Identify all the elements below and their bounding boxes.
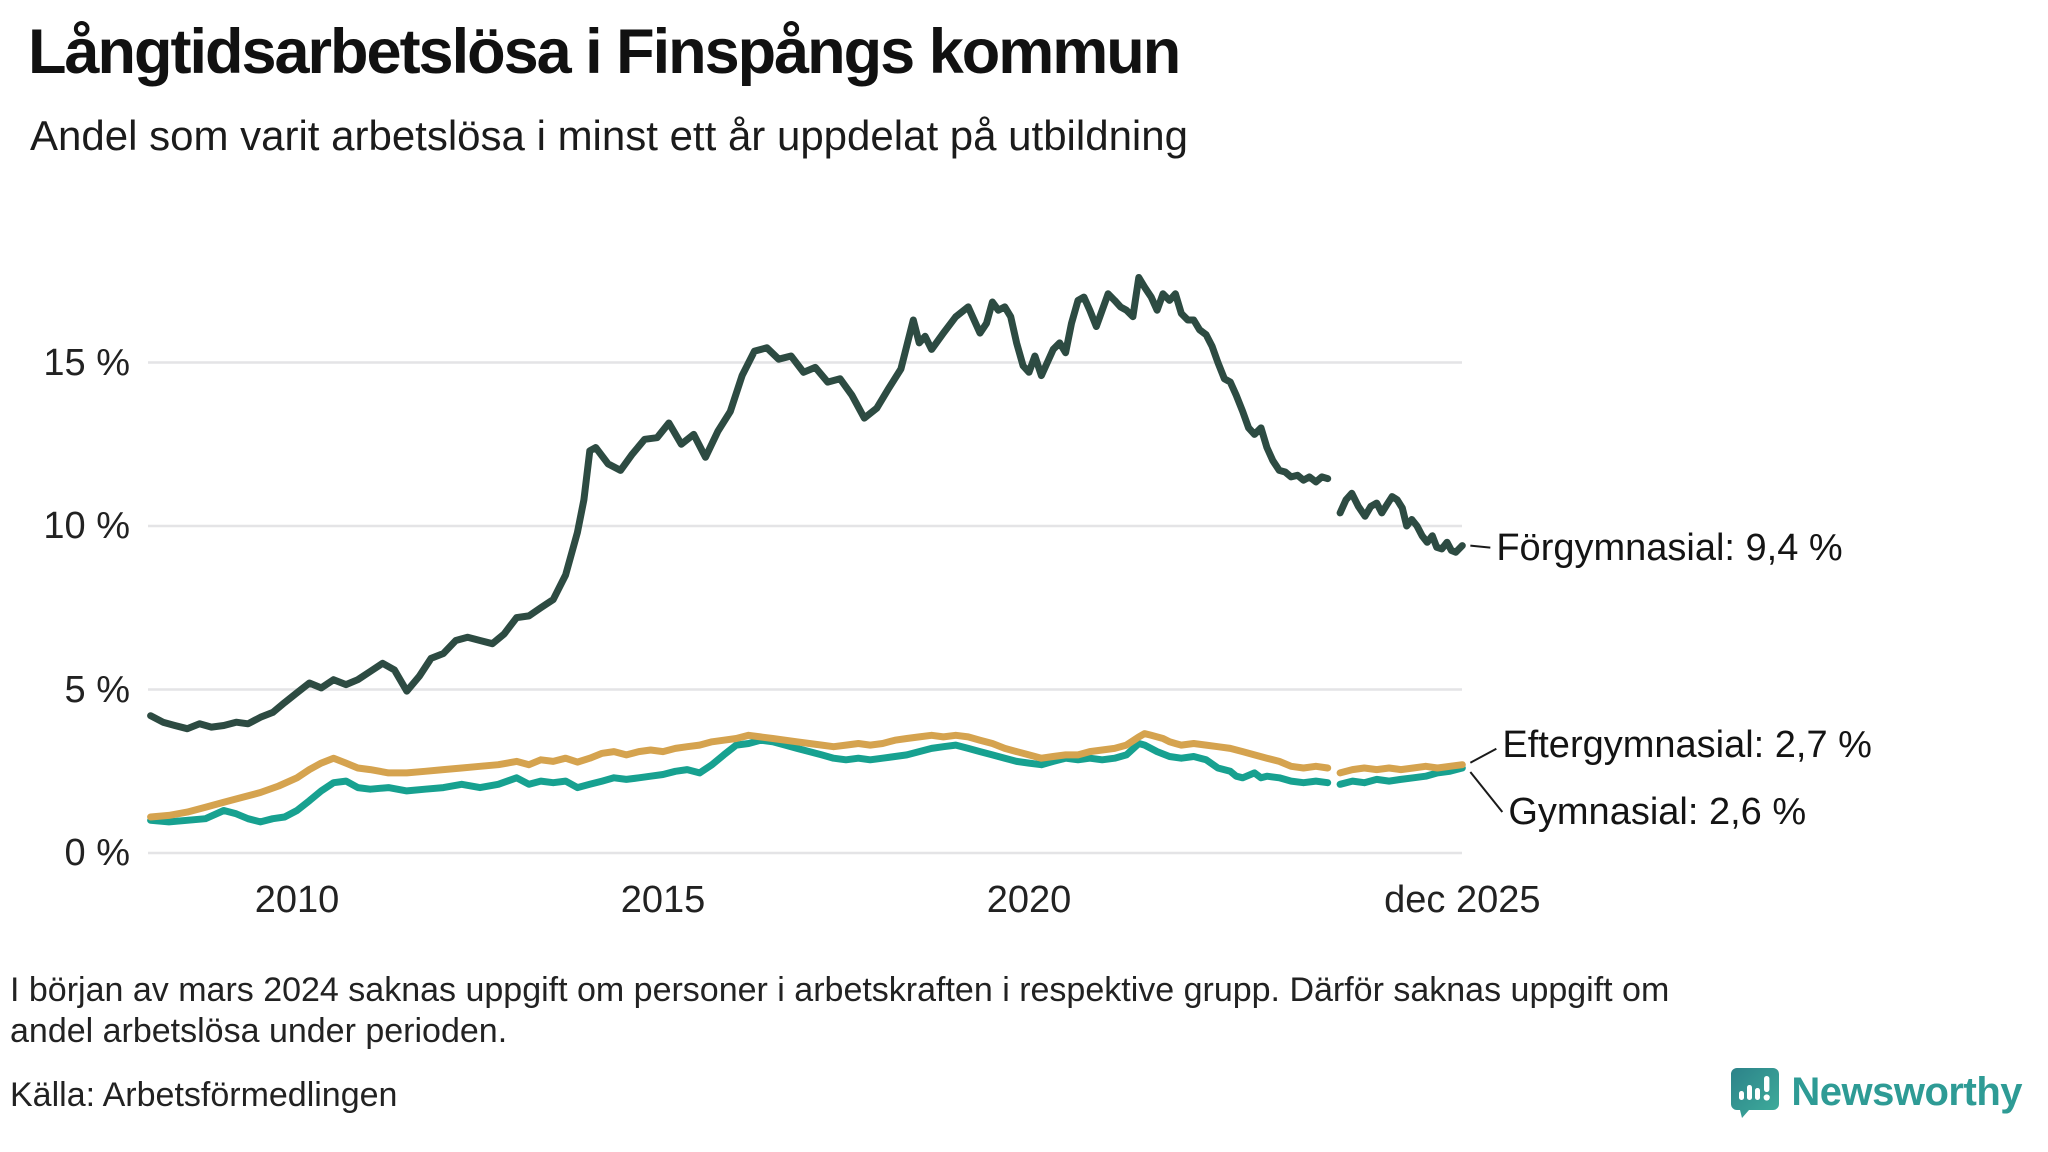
source-label: Källa: Arbetsförmedlingen: [10, 1076, 398, 1114]
annotation-connector-gymnasial: [1469, 771, 1504, 813]
y-tick-label: 5 %: [64, 668, 130, 711]
footnote-line-2: andel arbetslösa under perioden.: [10, 1012, 508, 1050]
series-line-gymnasial: [1336, 764, 1466, 788]
y-tick-label: 0 %: [64, 832, 130, 874]
y-tick-label: 15 %: [43, 341, 130, 384]
x-tick-label: 2020: [986, 879, 1072, 921]
series-end-label-gymnasial: Gymnasial: 2,6 %: [1508, 790, 1807, 833]
branding: Newsworthy: [1729, 1066, 2022, 1118]
series-line-eftergymnasial: [1336, 761, 1466, 777]
series-end-label-eftergymnasial: Eftergymnasial: 2,7 %: [1502, 723, 1872, 766]
y-tick-label: 10 %: [43, 505, 130, 547]
annotation-connector-forgymnasial: [1470, 544, 1491, 549]
annotation-connectors: [1469, 544, 1504, 813]
gridlines: [148, 361, 1462, 855]
series-line-forgymnasial: [147, 274, 1332, 733]
series-line-forgymnasial: [1336, 489, 1466, 556]
x-tick-label: dec 2025: [1384, 879, 1541, 921]
annotation-connector-eftergymnasial: [1469, 747, 1497, 764]
footnote-line-1: I början av mars 2024 saknas uppgift om …: [10, 971, 1670, 1009]
series-end-label-forgymnasial: Förgymnasial: 9,4 %: [1496, 526, 1843, 569]
x-tick-label: 2010: [254, 879, 340, 921]
x-tick-label: 2015: [620, 879, 706, 921]
footnote: I början av mars 2024 saknas uppgift om …: [10, 970, 2040, 1052]
newsworthy-logo-icon: [1729, 1066, 1781, 1118]
page-subtitle: Andel som varit arbetslösa i minst ett å…: [30, 112, 1188, 159]
series-line-gymnasial: [147, 736, 1332, 826]
series-line-eftergymnasial: [147, 730, 1332, 821]
branding-name: Newsworthy: [1791, 1069, 2022, 1114]
page-title: Långtidsarbetslösa i Finspångs kommun: [28, 17, 1181, 87]
series-lines: [147, 274, 1466, 826]
